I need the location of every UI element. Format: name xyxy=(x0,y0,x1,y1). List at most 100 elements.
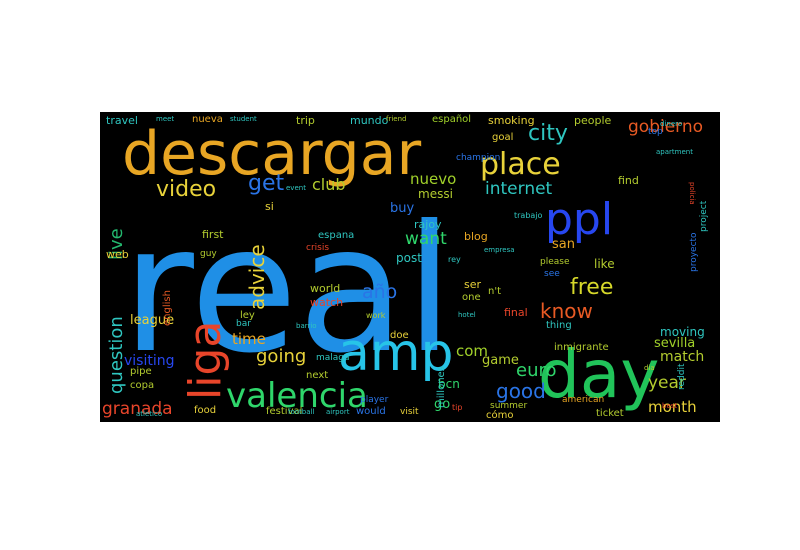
cloud-word: ley xyxy=(240,310,255,321)
cloud-word: time xyxy=(232,330,266,348)
cloud-word: top xyxy=(648,127,663,137)
cloud-word: like xyxy=(594,257,615,271)
cloud-word: watch xyxy=(310,296,343,309)
cloud-word: know xyxy=(540,299,593,323)
cloud-word: year xyxy=(648,373,686,393)
cloud-word: sevilla xyxy=(654,336,695,351)
cloud-word: si xyxy=(265,200,274,213)
cloud-word: real xyxy=(122,189,454,392)
cloud-word: liga xyxy=(180,321,231,400)
cloud-word: league xyxy=(130,313,174,328)
cloud-word: policia xyxy=(688,182,696,205)
cloud-word: ticket xyxy=(596,408,624,419)
cloud-word: granada xyxy=(102,399,173,419)
cloud-word: n't xyxy=(488,286,501,297)
cloud-word: millones xyxy=(436,366,447,408)
cloud-word: blog xyxy=(464,230,488,243)
cloud-word: descargar xyxy=(122,119,421,189)
cloud-word: post xyxy=(396,251,422,265)
cloud-word: game xyxy=(482,353,519,368)
cloud-word: malaga xyxy=(316,353,350,363)
cloud-word: travel xyxy=(106,114,138,127)
cloud-word: would xyxy=(356,406,386,417)
cloud-word: ser xyxy=(464,278,481,291)
cloud-word: free xyxy=(570,275,613,300)
cloud-word: day xyxy=(538,336,659,413)
cloud-word: rey xyxy=(448,255,461,264)
cloud-word: barrio xyxy=(296,322,317,330)
cloud-word: find xyxy=(618,174,639,187)
cloud-word: visiting xyxy=(124,353,175,369)
cloud-word: american xyxy=(562,395,604,405)
cloud-word: go xyxy=(434,397,450,412)
cloud-word: player xyxy=(360,395,389,405)
cloud-word: espana xyxy=(318,230,354,241)
cloud-word: web xyxy=(106,248,129,261)
cloud-word: proyecto xyxy=(689,232,699,272)
cloud-word: apartment xyxy=(656,148,693,156)
cloud-word: english xyxy=(162,290,173,326)
cloud-word: good xyxy=(496,379,546,403)
cloud-word: inmigrante xyxy=(554,342,609,353)
cloud-word: world xyxy=(310,282,340,295)
cloud-word: match xyxy=(660,349,704,365)
cloud-word: question xyxy=(106,316,127,394)
cloud-word: please xyxy=(540,257,570,267)
cloud-word: first xyxy=(202,228,224,241)
cloud-word: food xyxy=(194,405,216,416)
cloud-word: month xyxy=(648,398,697,416)
cloud-word: champion xyxy=(456,153,500,163)
cloud-word: nuevo xyxy=(410,170,456,188)
cloud-word: city xyxy=(528,121,568,146)
cloud-word: amp xyxy=(338,323,454,383)
cloud-word: dinero xyxy=(660,120,682,128)
cloud-word: next xyxy=(306,370,328,381)
cloud-word: thing xyxy=(546,320,572,331)
word-cloud-canvas: real descargar day amp week liga valenci… xyxy=(102,114,709,421)
cloud-word: español xyxy=(432,114,471,125)
cloud-word: buy xyxy=(390,201,414,216)
cloud-word: gobierno xyxy=(628,117,703,137)
cloud-word: crisis xyxy=(306,243,329,253)
cloud-word: live xyxy=(106,228,127,260)
cloud-word: año xyxy=(362,281,397,303)
cloud-word: final xyxy=(504,306,528,319)
cloud-word: reddit xyxy=(677,363,687,390)
cloud-word: com xyxy=(456,342,488,360)
cloud-word: place xyxy=(480,147,561,182)
cloud-word: project xyxy=(699,200,709,232)
cloud-word: moving xyxy=(660,325,705,339)
cloud-word: nueva xyxy=(192,114,223,125)
cloud-word: club xyxy=(312,175,346,194)
cloud-word: airport xyxy=(326,408,350,416)
cloud-word: football xyxy=(288,408,314,416)
cloud-word: going xyxy=(256,346,306,367)
cloud-word: bcn xyxy=(438,377,460,391)
cloud-word: dia xyxy=(644,364,655,372)
cloud-word: advice xyxy=(245,244,269,310)
cloud-word: doe xyxy=(390,330,409,341)
cloud-word: ppl xyxy=(545,194,613,245)
cloud-word: best xyxy=(662,402,677,410)
cloud-word: valencia xyxy=(226,376,368,416)
cloud-word: internet xyxy=(485,179,553,199)
cloud-word: meet xyxy=(156,115,174,123)
cloud-word: hotel xyxy=(458,311,476,319)
cloud-word: tip xyxy=(452,403,462,412)
cloud-word: visit xyxy=(400,407,419,417)
cloud-word: mundo xyxy=(350,114,389,127)
cloud-word: atletico xyxy=(136,410,162,418)
cloud-word: pipe xyxy=(130,366,152,377)
cloud-word: friend xyxy=(386,115,406,123)
cloud-word: work xyxy=(366,311,386,320)
cloud-word: trabajo xyxy=(514,211,543,220)
cloud-word: one xyxy=(462,292,481,303)
cloud-word: see xyxy=(544,269,560,279)
cloud-word: messi xyxy=(418,187,453,201)
cloud-word: san xyxy=(552,237,575,252)
cloud-word: guy xyxy=(200,249,217,259)
cloud-word: festival xyxy=(266,406,302,417)
cloud-word: video xyxy=(156,177,216,202)
cloud-word: goal xyxy=(492,132,513,143)
cloud-word: trip xyxy=(296,114,315,127)
